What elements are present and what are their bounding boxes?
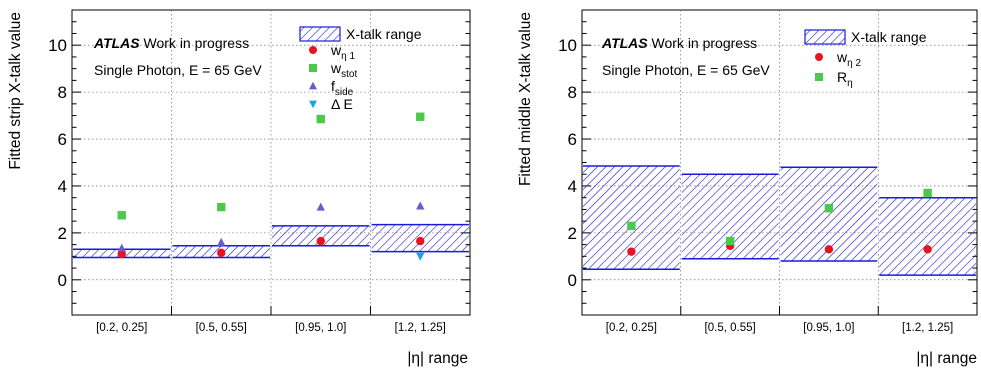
- legend-band-label: X-talk range: [851, 29, 927, 45]
- data-point: [316, 202, 325, 211]
- legend-label-main: f: [331, 78, 335, 94]
- legend-label: wstot: [330, 60, 357, 80]
- legend-label-main: w: [836, 49, 848, 65]
- x-tick-label: [0.5, 0.55]: [196, 322, 247, 334]
- legend-label: wη 1: [330, 42, 355, 62]
- data-point: [217, 202, 226, 212]
- data-point: [627, 221, 636, 231]
- xtalk-band: [879, 197, 976, 276]
- y-tick-label: 8: [58, 83, 67, 102]
- y-tick-label: 0: [58, 271, 67, 290]
- legend-label-sub: side: [335, 87, 354, 98]
- legend-label: Δ E: [331, 96, 353, 112]
- legend-label: fside: [331, 78, 354, 98]
- data-point: [217, 248, 226, 258]
- data-point: [627, 247, 636, 256]
- legend-label-sub: η 2: [847, 58, 861, 69]
- y-axis-title: Fitted middle X-talk value: [517, 12, 534, 186]
- legend-marker: [309, 64, 317, 72]
- legend-label: wη 2: [836, 49, 861, 69]
- legend-marker: [815, 53, 823, 61]
- y-tick-label: 4: [568, 177, 577, 196]
- data-point: [824, 204, 834, 213]
- y-tick-label: 6: [568, 130, 577, 149]
- data-point: [316, 114, 325, 124]
- data-point: [923, 188, 932, 198]
- atlas-logo-text: ATLAS: [601, 35, 648, 51]
- legend-label-sub: η 1: [341, 51, 355, 62]
- y-tick-label: 2: [58, 224, 67, 243]
- y-tick-label: 4: [58, 177, 67, 196]
- data-point: [416, 252, 425, 261]
- legend-label: Rη: [837, 69, 853, 89]
- data-point: [416, 112, 425, 121]
- legend-band-label: X-talk range: [346, 26, 422, 42]
- data-point: [416, 236, 425, 246]
- status-text: Work in progress: [144, 35, 250, 51]
- data-point: [923, 245, 932, 254]
- x-tick-label: [1.2, 1.25]: [902, 322, 953, 334]
- legend-label-sub: stot: [341, 69, 357, 80]
- y-tick-label: 8: [568, 83, 577, 102]
- x-axis-title: |η| range: [916, 350, 977, 367]
- y-tick-label: 0: [568, 271, 577, 290]
- legend-marker: [309, 100, 317, 109]
- x-tick-label: [0.95, 1.0]: [295, 322, 346, 334]
- x-tick-label: [1.2, 1.25]: [395, 322, 446, 334]
- y-axis-title: Fitted strip X-talk value: [7, 12, 24, 170]
- data-point: [117, 249, 126, 259]
- data-point: [725, 236, 735, 246]
- legend-marker: [309, 46, 317, 54]
- y-tick-label: 10: [558, 36, 577, 55]
- data-point: [117, 211, 126, 220]
- x-tick-label: [0.2, 0.25]: [606, 322, 657, 334]
- legend-band-swatch: [804, 29, 846, 45]
- atlas-label: ATLAS Work in progress: [601, 35, 757, 51]
- data-point: [824, 245, 834, 254]
- xtalk-band: [272, 225, 370, 246]
- y-tick-label: 6: [58, 130, 67, 149]
- data-point: [117, 243, 126, 252]
- atlas-logo-text: ATLAS: [93, 35, 140, 51]
- dataset-label: Single Photon, E = 65 GeV: [94, 62, 262, 78]
- x-tick-label: [0.95, 1.0]: [803, 322, 854, 334]
- legend-marker: [815, 73, 823, 81]
- atlas-label: ATLAS Work in progress: [93, 35, 249, 51]
- x-axis-title: |η| range: [407, 350, 468, 367]
- chart-panel-1: 0 2 4 6 8 10 [0.2, 0.25] [0.5, 0.55] [0.95, 1.0]…: [7, 9, 471, 367]
- x-tick-label: [0.2, 0.25]: [96, 322, 147, 334]
- y-tick-label: 10: [48, 36, 67, 55]
- legend-label-main: w: [330, 60, 342, 76]
- legend-marker: [309, 81, 317, 90]
- status-text: Work in progress: [652, 35, 758, 51]
- data-point: [416, 201, 425, 210]
- data-point: [316, 236, 325, 246]
- chart-panel-2: 0 2 4 6 8 10 [0.2, 0.25] [0.5, 0.55] [0.95, 1.0]…: [517, 9, 978, 367]
- x-tick-label: [0.5, 0.55]: [705, 322, 756, 334]
- legend-label-sub: η: [847, 78, 853, 89]
- legend-band-swatch: [299, 26, 341, 42]
- legend-label-main: Δ E: [331, 96, 353, 112]
- legend-label-main: w: [330, 42, 342, 58]
- legend-label-main: R: [837, 69, 847, 85]
- data-point: [217, 237, 226, 246]
- y-tick-label: 2: [568, 224, 577, 243]
- dataset-label: Single Photon, E = 65 GeV: [602, 62, 770, 78]
